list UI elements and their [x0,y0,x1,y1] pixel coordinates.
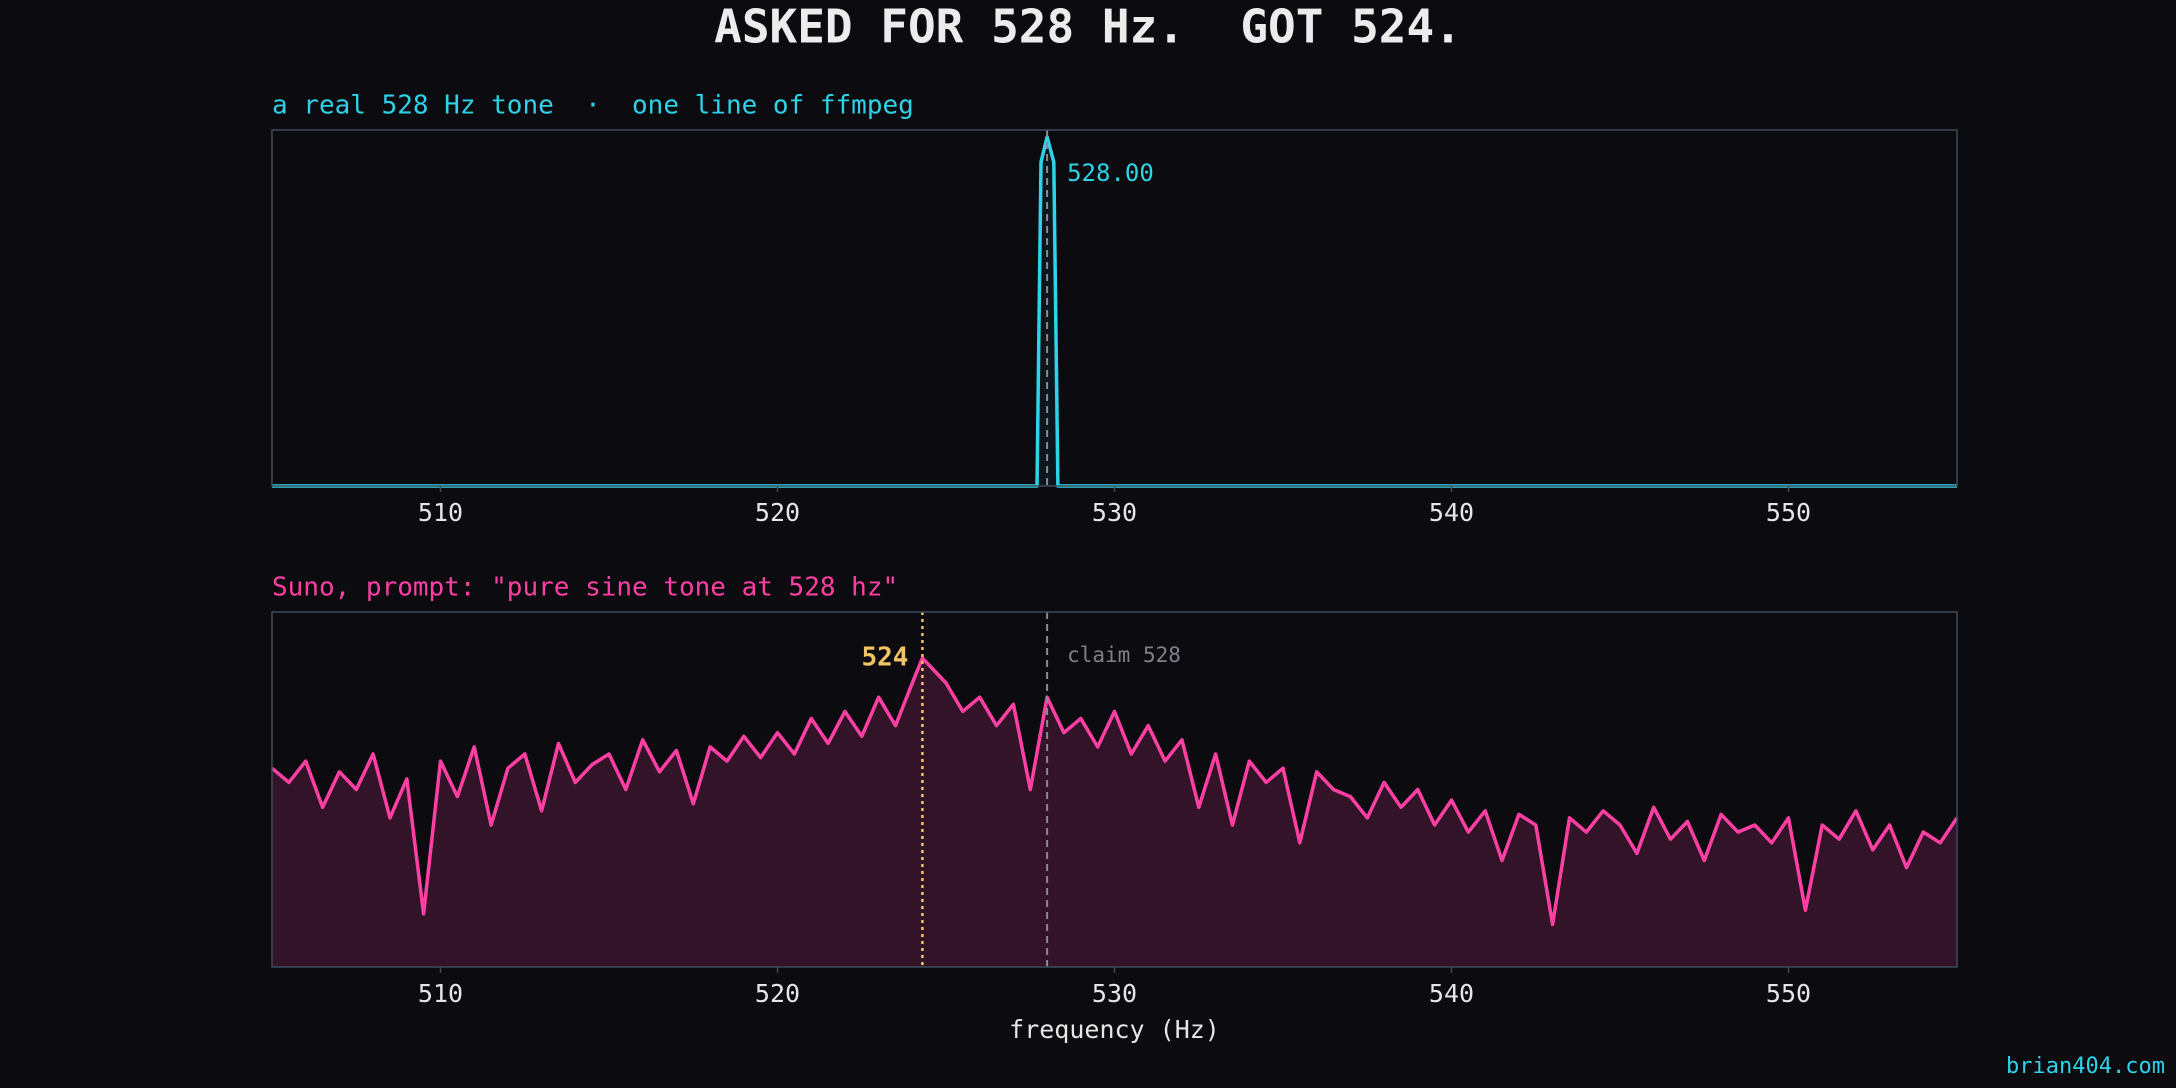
page-title: ASKED FOR 528 Hz. GOT 524. [714,0,1462,54]
panel-subtitle: a real 528 Hz tone · one line of ffmpeg [272,91,914,121]
peak-label: 528.00 [1067,159,1154,187]
x-tick-label: 510 [418,498,463,527]
peak-label: 524 [861,643,908,673]
x-tick-label: 520 [755,498,800,527]
x-tick-label: 540 [1429,979,1474,1008]
x-tick-label: 550 [1766,979,1811,1008]
reference-label: claim 528 [1067,643,1181,667]
area-fill [272,658,1957,967]
x-tick-label: 530 [1092,979,1137,1008]
panel-subtitle: Suno, prompt: "pure sine tone at 528 hz" [272,573,898,603]
x-tick-label: 530 [1092,498,1137,527]
x-tick-label: 520 [755,979,800,1008]
x-tick-label: 540 [1429,498,1474,527]
x-tick-label: 510 [418,979,463,1008]
x-tick-label: 550 [1766,498,1811,527]
watermark: brian404.com [2006,1054,2165,1079]
series-line [270,656,1959,927]
x-axis-label: frequency (Hz) [1009,1015,1220,1044]
